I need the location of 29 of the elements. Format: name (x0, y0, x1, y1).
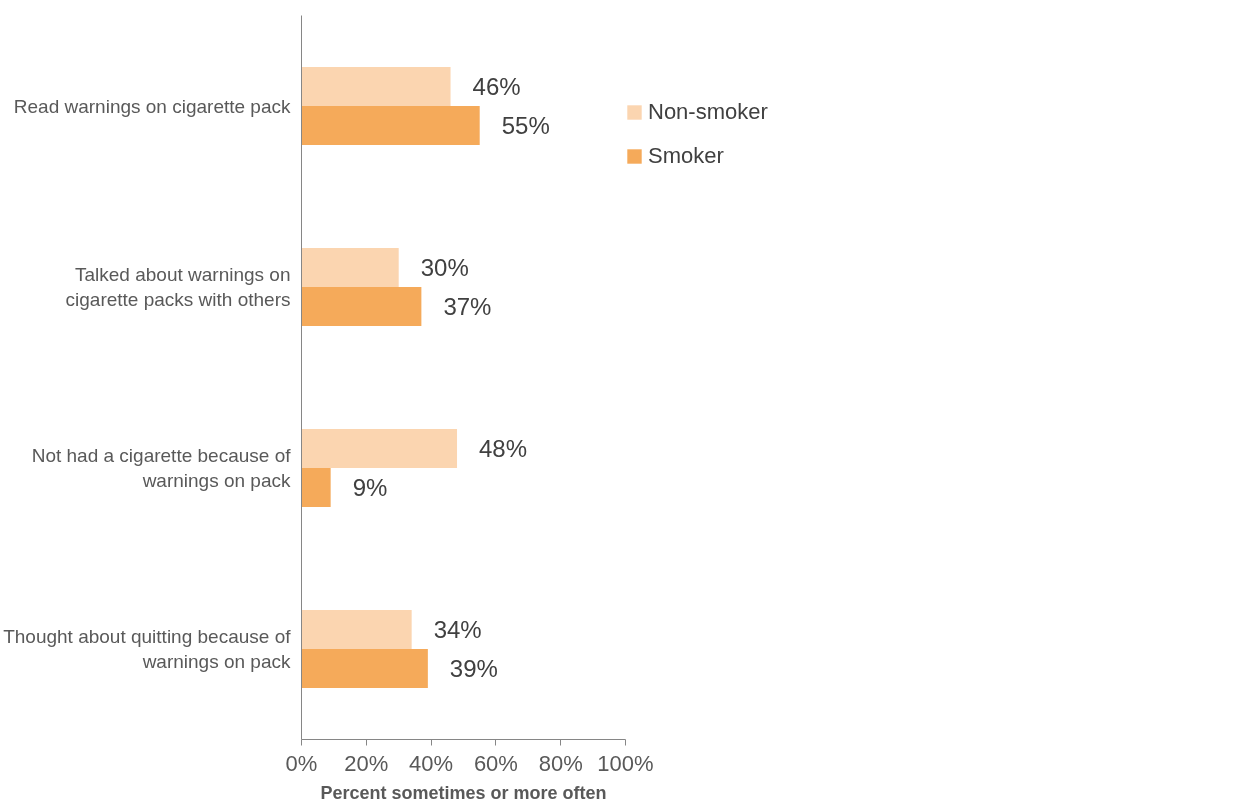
data-label: 34% (433, 616, 482, 644)
bar (301, 67, 451, 106)
data-label: 48% (479, 435, 528, 463)
x-axis-title: Percent sometimes or more often (320, 782, 607, 803)
bar (301, 429, 458, 468)
x-tick-label: 80% (538, 750, 583, 776)
data-label: 37% (443, 292, 492, 320)
data-label: 30% (420, 254, 469, 282)
bar (301, 248, 399, 287)
y-tick-label: Talked about warnings on cigarette packs with others (65, 263, 291, 311)
data-label: 9% (352, 473, 388, 501)
x-tick-label: 100% (597, 750, 654, 776)
bar (301, 649, 428, 688)
y-tick-label: Not had a cigarette because of warnings on pack (31, 444, 292, 492)
x-tick-label: 40% (409, 750, 454, 776)
legend-label: Smoker (648, 143, 724, 169)
bar (301, 106, 480, 145)
data-label: 39% (449, 654, 498, 682)
bar (301, 610, 412, 649)
x-tick-label: 60% (473, 750, 518, 776)
bar (301, 287, 422, 326)
legend-label: Non-smoker (648, 99, 768, 125)
y-tick-label: Thought about quitting because of warnings on pack (3, 625, 292, 673)
bar (301, 468, 331, 507)
y-tick-label: Read warnings on cigarette pack (13, 95, 291, 117)
data-label: 46% (472, 73, 521, 101)
x-tick-label: 20% (344, 750, 389, 776)
x-tick-label: 0% (285, 750, 318, 776)
data-label: 55% (501, 111, 550, 139)
